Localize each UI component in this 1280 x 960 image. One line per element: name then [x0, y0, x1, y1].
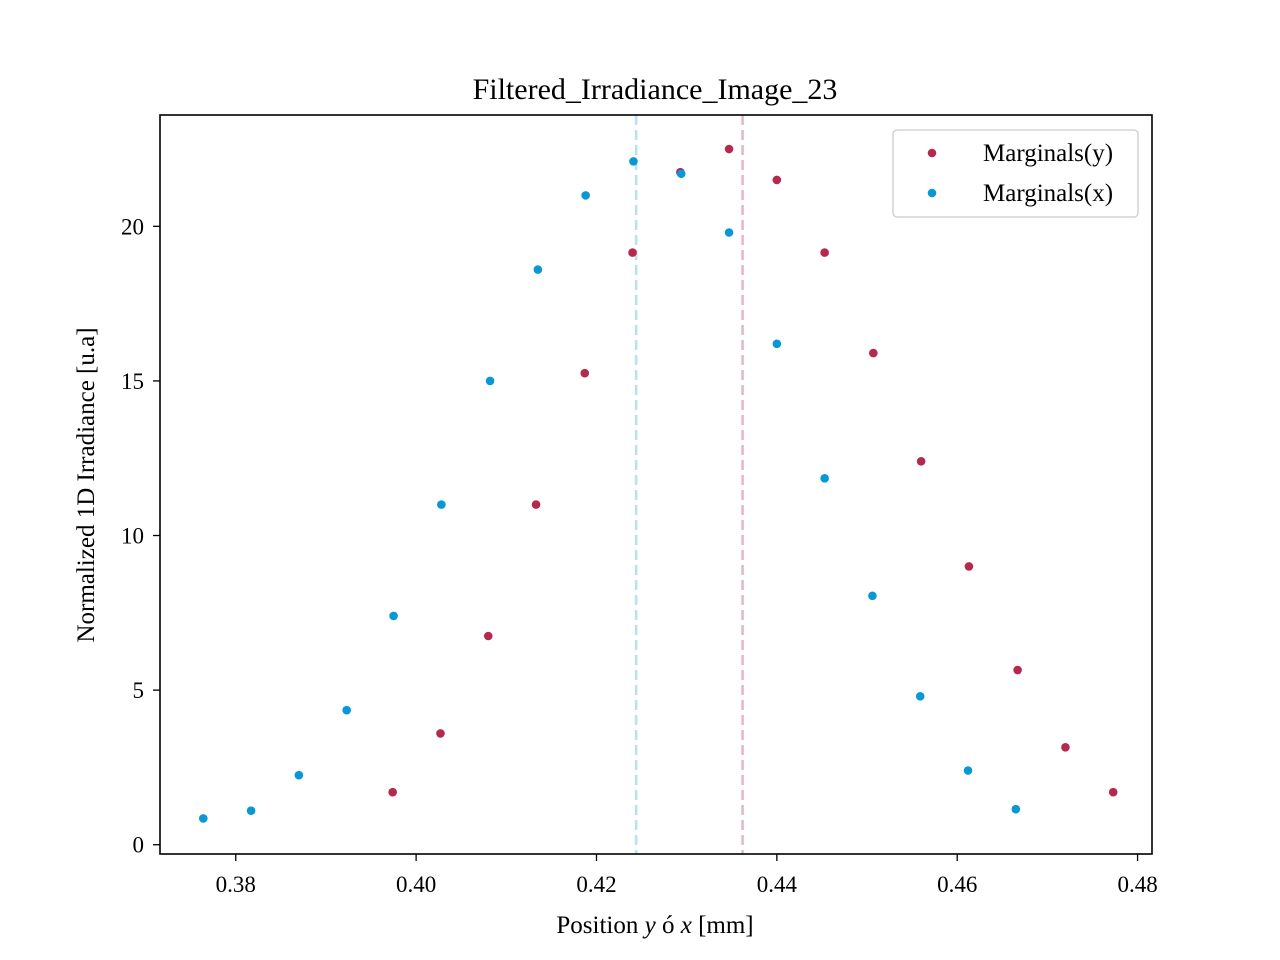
- data-point: [820, 248, 829, 257]
- data-point: [485, 376, 495, 386]
- x-axis-label-suffix: [mm]: [692, 912, 754, 939]
- series-1: [198, 157, 1021, 823]
- x-tick-label: 0.42: [576, 872, 616, 897]
- legend-label: Marginals(y): [983, 140, 1113, 167]
- y-tick-label: 5: [133, 678, 145, 703]
- x-axis-label-var-y: y: [642, 912, 657, 939]
- data-points: [198, 144, 1118, 823]
- data-point: [868, 591, 877, 601]
- y-axis-ticks: 0 5 10 15 20: [121, 214, 160, 858]
- x-axis-label-mid: ó: [656, 912, 681, 939]
- data-point: [964, 562, 974, 571]
- data-point: [963, 766, 973, 775]
- data-point: [772, 175, 782, 185]
- data-point: [1013, 665, 1022, 675]
- data-point: [342, 705, 351, 715]
- data-point: [916, 457, 926, 466]
- data-point: [580, 368, 590, 378]
- data-point: [820, 474, 829, 483]
- series-0: [388, 144, 1118, 797]
- legend-marker: [927, 188, 937, 198]
- x-tick-label: 0.48: [1117, 872, 1157, 897]
- legend-label: Marginals(x): [983, 180, 1113, 207]
- x-tick-label: 0.46: [937, 872, 977, 897]
- y-tick-label: 15: [121, 369, 144, 394]
- y-tick-label: 20: [121, 214, 144, 239]
- data-point: [198, 814, 208, 823]
- data-point: [772, 339, 782, 349]
- x-axis-label-prefix: Position: [556, 912, 644, 939]
- x-tick-label: 0.40: [396, 872, 436, 897]
- data-point: [724, 228, 734, 237]
- y-tick-label: 10: [121, 524, 144, 549]
- x-axis-ticks: 0.38 0.40 0.42 0.44 0.46 0.48: [216, 854, 1158, 897]
- plot-area-frame: [159, 114, 1153, 855]
- data-point: [389, 611, 398, 621]
- data-point: [724, 144, 734, 154]
- data-point: [915, 692, 925, 701]
- data-point: [629, 157, 638, 166]
- y-tick-label: 0: [133, 833, 145, 858]
- data-point: [628, 248, 637, 257]
- data-point: [531, 500, 541, 509]
- data-point: [1011, 804, 1021, 814]
- data-point: [869, 348, 878, 358]
- x-tick-label: 0.38: [216, 872, 256, 897]
- data-point: [1108, 787, 1118, 797]
- data-point: [436, 729, 445, 738]
- reference-lines: [634, 115, 744, 854]
- legend-box: [892, 129, 1139, 218]
- x-axis-label: Position y ó x [mm]: [556, 912, 753, 939]
- y-axis-label: Normalized 1D Irradiance [u.a]: [73, 327, 100, 642]
- legend: Marginals(y) Marginals(x): [892, 129, 1139, 218]
- data-point: [581, 191, 590, 200]
- x-tick-label: 0.44: [757, 872, 798, 897]
- data-point: [294, 770, 304, 780]
- legend-marker: [927, 148, 937, 158]
- data-point: [483, 631, 493, 641]
- chart-title: Filtered_Irradiance_Image_23: [473, 73, 838, 106]
- data-point: [676, 169, 686, 179]
- data-point: [246, 806, 256, 816]
- data-point: [1061, 743, 1070, 752]
- data-point: [533, 265, 543, 274]
- data-point: [437, 500, 446, 509]
- data-point: [388, 787, 397, 797]
- x-axis-label-var-x: x: [680, 912, 692, 939]
